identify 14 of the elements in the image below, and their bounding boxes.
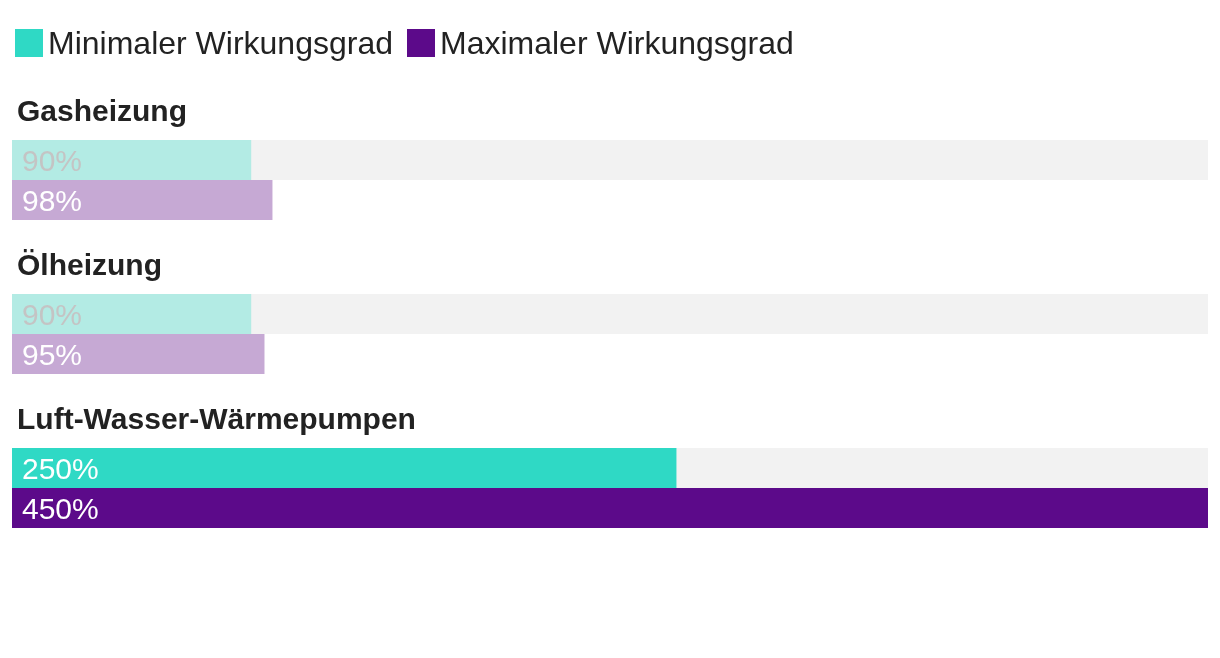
y-tick-label: Luft-Wasser-Wärmepumpen: [17, 401, 416, 435]
data-label: 450%: [22, 491, 99, 525]
bar: [12, 334, 265, 374]
bar: [12, 488, 1208, 528]
y-tick-label: Ölheizung: [17, 247, 162, 281]
bar: [12, 294, 252, 334]
legend-label: Maximaler Wirkungsgrad: [439, 25, 794, 61]
bar: [12, 140, 252, 180]
data-label: 250%: [22, 451, 99, 485]
bar: [12, 180, 273, 220]
data-label: 95%: [22, 337, 83, 371]
y-tick-label: Gasheizung: [17, 93, 188, 127]
legend-label: Minimaler Wirkungsgrad: [48, 25, 393, 61]
data-label: 98%: [22, 183, 83, 217]
